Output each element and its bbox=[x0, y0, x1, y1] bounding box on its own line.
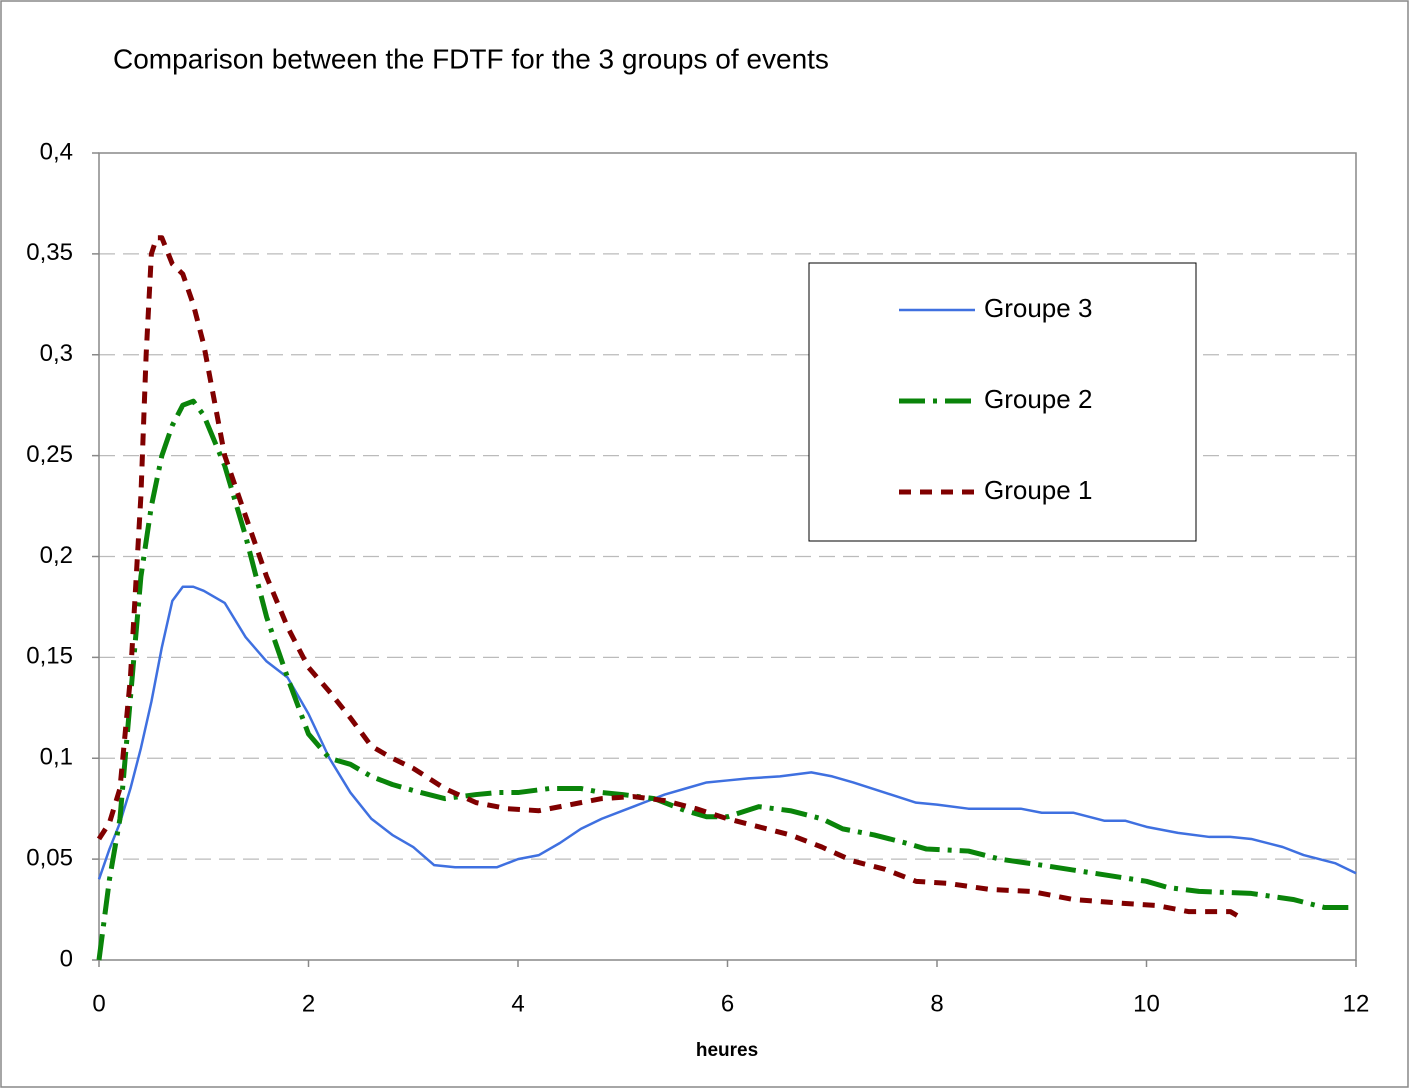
series-line bbox=[97, 585, 1357, 880]
x-tick-label: 12 bbox=[1343, 990, 1370, 1017]
series-line bbox=[96, 235, 1243, 920]
legend-label: Groupe 1 bbox=[984, 475, 1092, 505]
x-tick-label: 0 bbox=[92, 990, 105, 1017]
y-tick-label: 0,15 bbox=[26, 643, 73, 670]
x-tick-label: 8 bbox=[930, 990, 943, 1017]
series-line bbox=[96, 398, 1356, 961]
x-axis-label: heures bbox=[696, 1040, 758, 1061]
y-tick-label: 0,3 bbox=[40, 340, 73, 367]
x-tick-label: 10 bbox=[1133, 990, 1160, 1017]
x-tick-label: 6 bbox=[721, 990, 734, 1017]
legend-label: Groupe 3 bbox=[984, 293, 1092, 323]
y-tick-label: 0,35 bbox=[26, 239, 73, 266]
y-tick-label: 0 bbox=[60, 945, 73, 972]
y-tick-label: 0,2 bbox=[40, 542, 73, 569]
legend-label: Groupe 2 bbox=[984, 384, 1092, 414]
x-tick-label: 4 bbox=[511, 990, 524, 1017]
y-tick-label: 0,05 bbox=[26, 844, 73, 871]
legend-box bbox=[808, 262, 1197, 542]
plot-border bbox=[98, 152, 1357, 961]
x-tick-label: 2 bbox=[302, 990, 315, 1017]
chart-title: Comparison between the FDTF for the 3 gr… bbox=[113, 43, 829, 74]
y-tick-label: 0,1 bbox=[40, 744, 73, 771]
y-tick-label: 0,4 bbox=[40, 138, 73, 165]
y-tick-label: 0,25 bbox=[26, 441, 73, 468]
